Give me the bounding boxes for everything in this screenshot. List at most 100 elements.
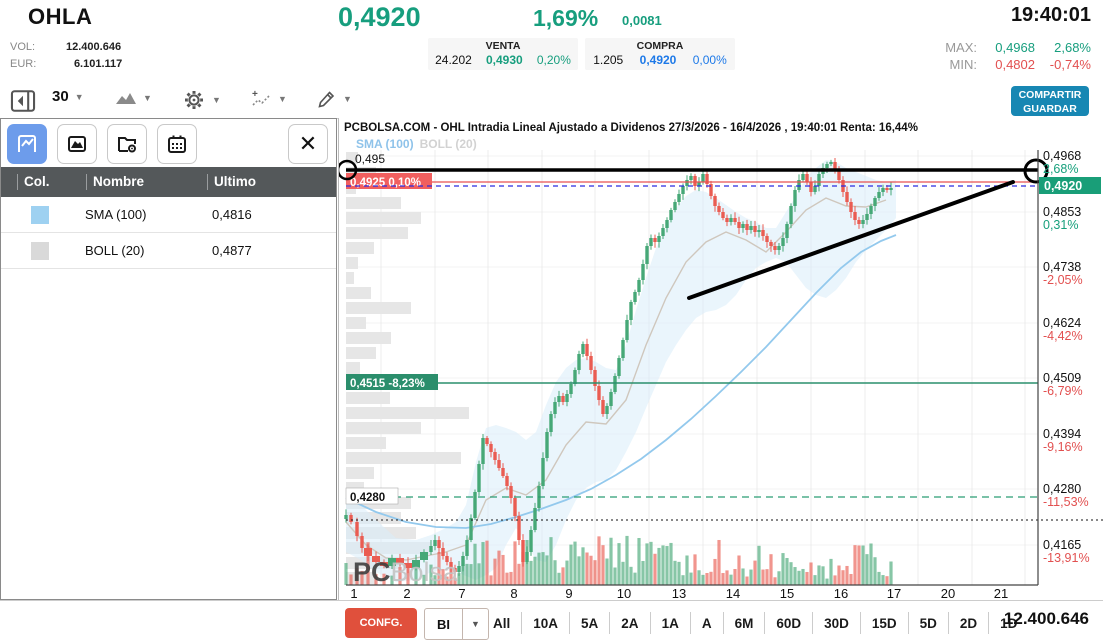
svg-text:0,4280: 0,4280 bbox=[1043, 482, 1081, 496]
range-separator bbox=[569, 612, 571, 634]
bid-title: COMPRA bbox=[636, 40, 684, 52]
range-separator bbox=[722, 612, 724, 634]
svg-text:0,4624: 0,4624 bbox=[1043, 316, 1081, 330]
min-value: 0,4802 bbox=[995, 57, 1035, 72]
indicator-rows: SMA (100) 0,4816 BOLL (20) 0,4877 bbox=[1, 197, 336, 269]
svg-text:0,4515 -8,23%: 0,4515 -8,23% bbox=[350, 378, 425, 390]
range-button-a[interactable]: A bbox=[701, 615, 712, 631]
svg-text:0,495: 0,495 bbox=[355, 152, 385, 166]
range-separator bbox=[907, 612, 909, 634]
price-chart[interactable]: PCBolsa 0,495 0,4925 0,10% 0,4515 -8,23% 0,4… bbox=[339, 118, 1103, 600]
svg-text:-9,16%: -9,16% bbox=[1043, 440, 1083, 454]
range-button-1a[interactable]: 1A bbox=[661, 615, 679, 631]
range-button-5d[interactable]: 5D bbox=[919, 615, 937, 631]
ask-title: VENTA bbox=[485, 40, 521, 52]
indicator-table: Col. Nombre Ultimo SMA (100) 0,4816 BOLL… bbox=[1, 167, 336, 269]
volume-row: VOL: 12.400.646 bbox=[10, 41, 121, 53]
svg-text:-11,53%: -11,53% bbox=[1043, 495, 1089, 509]
pencil-icon bbox=[318, 91, 335, 108]
chevron-down-icon: ▼ bbox=[278, 94, 287, 104]
trend-flag-icon bbox=[18, 135, 36, 152]
change-percent: 1,69% bbox=[533, 5, 599, 31]
max-pct: 2,68% bbox=[1054, 40, 1091, 55]
share-label: COMPARTIR bbox=[1018, 89, 1082, 101]
last-price: 0,4920 bbox=[338, 2, 421, 32]
chart-title: PCBOLSA.COM - OHL Intradia Lineal Ajusta… bbox=[344, 122, 918, 134]
tab-indicators[interactable] bbox=[7, 124, 47, 164]
calendar-icon bbox=[168, 135, 186, 153]
change-absolute: 0,0081 bbox=[622, 13, 662, 28]
legend-item[interactable]: BOLL (20) bbox=[419, 137, 477, 151]
save-label: GUARDAR bbox=[1023, 103, 1077, 116]
indicator-name: SMA (100) bbox=[85, 207, 147, 222]
eur-label: EUR: bbox=[10, 58, 37, 70]
folder-gear-icon bbox=[118, 137, 136, 153]
period-select[interactable]: BI ▼ bbox=[424, 608, 489, 640]
svg-text:0,4165: 0,4165 bbox=[1043, 538, 1081, 552]
range-button-10a[interactable]: 10A bbox=[533, 615, 559, 631]
range-button-5a[interactable]: 5A bbox=[581, 615, 599, 631]
range-separator bbox=[609, 612, 611, 634]
svg-text:0,31%: 0,31% bbox=[1043, 218, 1078, 232]
svg-text:21: 21 bbox=[994, 586, 1008, 600]
legend-item[interactable]: SMA (100) bbox=[356, 137, 414, 151]
indicator-color-swatch bbox=[31, 241, 49, 260]
range-button-15d[interactable]: 15D bbox=[871, 615, 897, 631]
svg-text:0,4920: 0,4920 bbox=[1044, 179, 1082, 193]
config-button[interactable]: CONFG. bbox=[345, 608, 417, 638]
min-label: MIN: bbox=[949, 57, 977, 72]
sidebar-toggle-button[interactable] bbox=[10, 88, 36, 114]
chevron-down-icon: ▼ bbox=[462, 609, 488, 639]
range-button-2d[interactable]: 2D bbox=[959, 615, 978, 631]
range-button-all[interactable]: All bbox=[493, 615, 511, 631]
chevron-down-icon: ▼ bbox=[74, 91, 84, 102]
svg-text:-13,91%: -13,91% bbox=[1043, 551, 1090, 565]
session-volume: 12.400.646 bbox=[1003, 609, 1089, 628]
settings-dropdown[interactable]: ▼ bbox=[182, 88, 221, 112]
add-indicator-dropdown[interactable]: + ▼ bbox=[250, 88, 287, 110]
range-button-2a[interactable]: 2A bbox=[621, 615, 639, 631]
indicator-table-header: Col. Nombre Ultimo bbox=[1, 167, 336, 197]
range-button-1d[interactable]: 1D bbox=[1000, 615, 1018, 631]
indicator-row[interactable]: SMA (100) 0,4816 bbox=[1, 197, 336, 233]
max-value: 0,4968 bbox=[995, 40, 1035, 55]
share-save-button[interactable]: COMPARTIR GUARDAR bbox=[1011, 86, 1089, 116]
svg-text:9: 9 bbox=[565, 586, 572, 600]
range-buttons: All 10A 5A 2A 1A A 6M 60D 30D 15D 5D 2D 1D bbox=[482, 608, 1028, 638]
bid-pct: 0,00% bbox=[692, 53, 727, 67]
col-header-name: Nombre bbox=[86, 174, 207, 190]
svg-text:2,68%: 2,68% bbox=[1043, 162, 1078, 176]
mountain-chart-icon bbox=[116, 93, 136, 104]
bid-qty: 1.205 bbox=[593, 53, 624, 67]
col-header-color: Col. bbox=[17, 174, 86, 190]
chevron-down-icon: ▼ bbox=[343, 94, 352, 104]
tab-saved-configs[interactable] bbox=[107, 124, 147, 164]
chart-type-dropdown[interactable]: ▼ bbox=[115, 88, 152, 108]
bid-price: 0,4920 bbox=[639, 53, 677, 67]
eur-row: EUR: 6.101.117 bbox=[10, 58, 122, 70]
panel-close-button[interactable]: ✕ bbox=[288, 124, 328, 164]
tab-snapshots[interactable] bbox=[57, 124, 97, 164]
range-button-60d[interactable]: 60D bbox=[776, 615, 802, 631]
svg-text:-6,79%: -6,79% bbox=[1043, 384, 1083, 398]
range-button-30d[interactable]: 30D bbox=[824, 615, 849, 631]
svg-text:16: 16 bbox=[834, 586, 848, 600]
svg-text:7: 7 bbox=[458, 586, 465, 600]
tab-calendar[interactable] bbox=[157, 124, 197, 164]
gear-icon bbox=[185, 91, 203, 109]
svg-text:13: 13 bbox=[672, 586, 686, 600]
min-row: MIN: 0,4802 -0,74% bbox=[937, 57, 1091, 72]
vol-label: VOL: bbox=[10, 41, 36, 53]
svg-text:-2,05%: -2,05% bbox=[1043, 273, 1083, 287]
svg-text:0,4968: 0,4968 bbox=[1043, 149, 1081, 163]
indicator-row[interactable]: BOLL (20) 0,4877 bbox=[1, 233, 336, 269]
clock: 19:40:01 bbox=[1010, 4, 1091, 26]
min-pct: -0,74% bbox=[1049, 57, 1091, 72]
svg-text:0,4925 0,10%: 0,4925 0,10% bbox=[350, 177, 421, 189]
timeframe-dropdown[interactable]: 30 ▼ bbox=[52, 88, 84, 105]
range-separator bbox=[649, 612, 651, 634]
range-button-6m[interactable]: 6M bbox=[734, 615, 754, 631]
draw-tools-dropdown[interactable]: ▼ bbox=[315, 88, 352, 110]
range-separator bbox=[988, 612, 990, 634]
